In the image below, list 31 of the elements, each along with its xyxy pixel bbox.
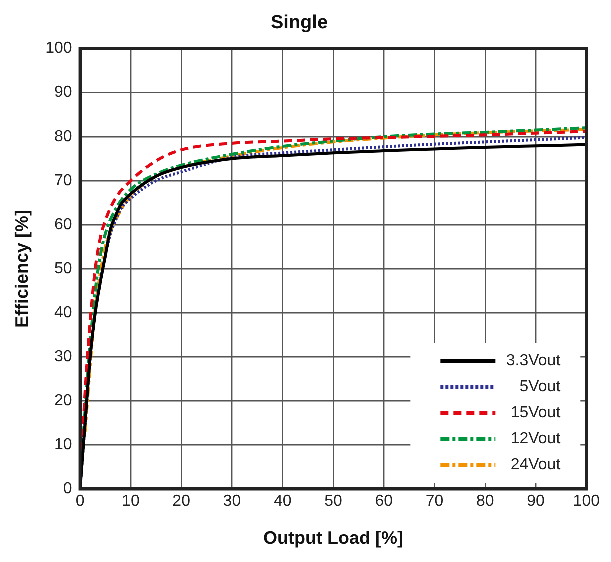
x-axis-title: Output Load [%] [263,528,404,548]
x-tick-label: 90 [527,493,546,510]
x-tick-label: 60 [375,493,394,510]
y-tick-label: 80 [54,128,72,146]
y-tick-label: 60 [54,216,72,234]
y-tick-label: 100 [46,40,72,58]
y-tick-label: 50 [54,260,72,278]
line-series [84,128,587,434]
x-tick-label: 40 [274,493,292,510]
y-axis-title: Efficiency [%] [12,210,32,328]
legend-label: 24Vout [510,456,562,474]
y-tick-label: 90 [54,84,72,102]
y-tick-label: 20 [54,392,72,410]
y-tick-label: 30 [54,348,72,366]
y-tick-label: 0 [63,480,72,498]
y-tick-label: 10 [54,436,72,454]
x-tick-label: 0 [76,493,85,510]
legend-label: 3.3Vout [506,352,562,370]
x-tick-label: 70 [426,493,444,510]
x-tick-label: 20 [172,493,191,510]
legend-label: 15Vout [510,404,562,422]
y-tick-label: 70 [54,172,72,190]
x-tick-label: 80 [476,493,494,510]
legend-label: 12Vout [510,430,562,448]
x-tick-label: 50 [324,493,342,510]
legend-label: 5Vout [520,378,562,396]
chart-title: Single [270,12,328,34]
y-tick-label: 40 [54,304,72,322]
x-tick-label: 30 [223,493,242,510]
x-tick-label: 10 [122,493,140,510]
x-tick-label: 100 [573,493,600,510]
